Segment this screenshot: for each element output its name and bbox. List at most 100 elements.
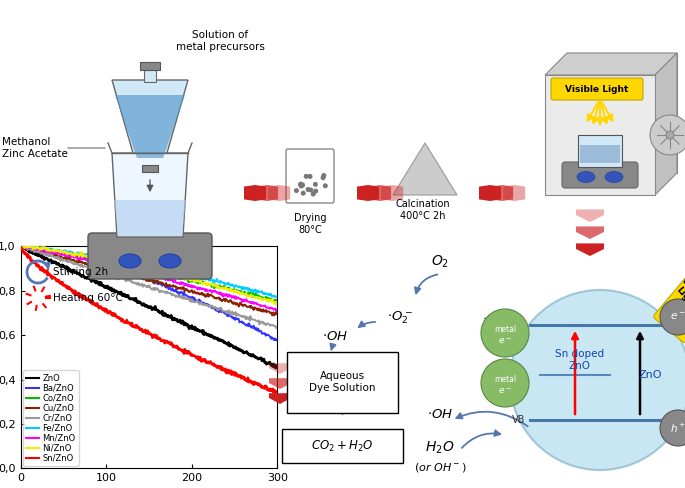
Mn/ZnO	[203, 288, 212, 294]
Ba/ZnO	[203, 301, 211, 307]
Ba/ZnO	[20, 244, 28, 249]
Sn/ZnO	[47, 273, 55, 279]
Polygon shape	[503, 185, 525, 201]
Ni/ZnO	[118, 260, 126, 265]
Ba/ZnO	[48, 248, 56, 254]
Circle shape	[301, 191, 306, 196]
FancyBboxPatch shape	[653, 269, 685, 343]
Fe/ZnO	[203, 276, 212, 282]
Ni/ZnO	[178, 275, 186, 281]
Mn/ZnO	[272, 308, 280, 314]
Bar	[545, 75, 655, 195]
Ellipse shape	[119, 254, 141, 268]
Text: $CO_2 + H_2O$: $CO_2 + H_2O$	[311, 438, 373, 453]
Cr/ZnO	[273, 325, 282, 331]
Text: $e^-$: $e^-$	[498, 336, 512, 346]
Polygon shape	[545, 53, 677, 75]
Polygon shape	[369, 185, 391, 201]
Circle shape	[299, 183, 304, 188]
Ni/ZnO	[47, 248, 55, 254]
Ni/ZnO	[272, 302, 280, 307]
Fe/ZnO	[179, 272, 187, 278]
FancyBboxPatch shape	[282, 429, 403, 463]
Cr/ZnO	[203, 303, 212, 308]
Ni/ZnO	[273, 300, 282, 305]
Circle shape	[650, 115, 685, 155]
Text: $\cdot OH$: $\cdot OH$	[322, 329, 348, 343]
Line: ZnO: ZnO	[21, 246, 277, 368]
Fe/ZnO	[101, 255, 109, 261]
Ni/ZnO	[100, 256, 108, 262]
Mn/ZnO	[101, 262, 109, 268]
Fe/ZnO	[48, 246, 56, 252]
Circle shape	[308, 174, 312, 179]
Text: $\cdot O_2^-$: $\cdot O_2^-$	[387, 310, 413, 326]
Cu/ZnO	[47, 251, 55, 257]
Cr/ZnO	[17, 244, 25, 249]
Text: Stirring 2h: Stirring 2h	[53, 267, 108, 277]
Mn/ZnO	[273, 306, 282, 312]
Polygon shape	[393, 143, 457, 195]
Text: Visible
Light: Visible Light	[671, 276, 685, 314]
Circle shape	[313, 188, 319, 194]
Line: Cu/ZnO: Cu/ZnO	[21, 246, 277, 315]
Text: Aqueous
Dye Solution: Aqueous Dye Solution	[309, 371, 375, 393]
Line: Fe/ZnO: Fe/ZnO	[21, 246, 277, 297]
Text: $(or\ OH^-)$: $(or\ OH^-)$	[414, 462, 466, 474]
Cu/ZnO	[100, 264, 108, 270]
Bar	[146, 160, 154, 175]
Polygon shape	[576, 244, 604, 256]
Sn/ZnO	[273, 390, 282, 396]
Text: VB: VB	[512, 415, 525, 425]
Fe/ZnO	[119, 258, 127, 264]
Mn/ZnO	[203, 286, 211, 292]
Ni/ZnO	[203, 283, 212, 288]
Circle shape	[660, 410, 685, 446]
Polygon shape	[381, 185, 403, 201]
Ellipse shape	[605, 171, 623, 183]
Polygon shape	[269, 378, 291, 389]
Co/ZnO	[270, 299, 278, 305]
Fe/ZnO	[203, 275, 211, 281]
Sn/ZnO	[203, 359, 212, 365]
Polygon shape	[576, 226, 604, 239]
Polygon shape	[479, 185, 501, 201]
Circle shape	[321, 175, 325, 180]
Polygon shape	[114, 200, 186, 236]
Ba/ZnO	[101, 263, 109, 268]
Text: metal: metal	[494, 325, 516, 334]
Polygon shape	[256, 185, 278, 201]
Circle shape	[481, 309, 529, 357]
Co/ZnO	[273, 297, 282, 303]
Polygon shape	[655, 53, 677, 195]
Legend: ZnO, Ba/ZnO, Co/ZnO, Cu/ZnO, Cr/ZnO, Fe/ZnO, Mn/ZnO, Ni/ZnO, Sn/ZnO: ZnO, Ba/ZnO, Co/ZnO, Cu/ZnO, Cr/ZnO, Fe/…	[23, 370, 79, 466]
Cr/ZnO	[101, 270, 109, 276]
Text: $O_2$: $O_2$	[431, 254, 449, 270]
Fe/ZnO	[16, 244, 25, 250]
Sn/ZnO	[16, 244, 25, 249]
Cr/ZnO	[179, 296, 187, 302]
FancyBboxPatch shape	[578, 135, 622, 167]
Sn/ZnO	[100, 306, 108, 312]
Mn/ZnO	[48, 250, 56, 256]
Text: $h^+$: $h^+$	[670, 422, 685, 434]
Sn/ZnO	[202, 359, 210, 365]
ZnO	[271, 365, 279, 371]
Line: Ba/ZnO: Ba/ZnO	[21, 246, 277, 341]
ZnO	[178, 319, 186, 325]
Ba/ZnO	[179, 291, 187, 297]
Text: Methanol
Zinc Acetate: Methanol Zinc Acetate	[2, 137, 68, 159]
Circle shape	[300, 183, 305, 187]
ZnO	[47, 258, 55, 264]
Cu/ZnO	[118, 272, 126, 278]
Co/ZnO	[203, 281, 212, 287]
Circle shape	[481, 359, 529, 407]
Circle shape	[660, 299, 685, 335]
Polygon shape	[244, 185, 266, 201]
Polygon shape	[357, 185, 379, 201]
Text: Drying
80°C: Drying 80°C	[294, 213, 326, 235]
Text: Visible Light: Visible Light	[565, 84, 629, 94]
Fe/ZnO	[271, 294, 279, 300]
Ni/ZnO	[202, 282, 210, 288]
Text: ZnO: ZnO	[638, 370, 662, 380]
